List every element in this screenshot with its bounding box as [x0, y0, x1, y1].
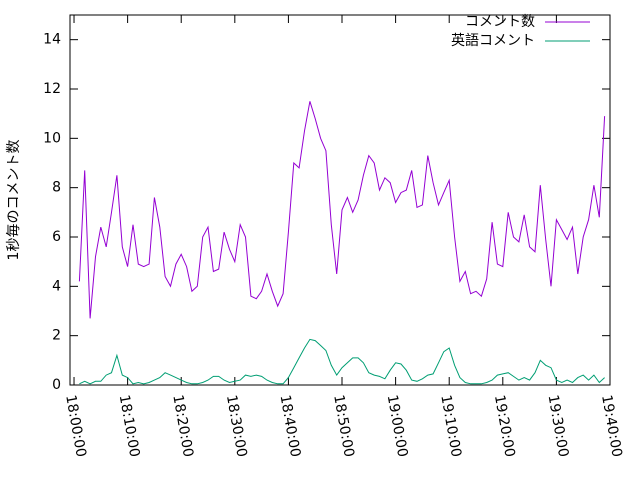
y-tick-label: 4 [52, 278, 61, 294]
x-tick-label: 18:00:00 [62, 394, 89, 459]
x-tick-label: 18:30:00 [223, 394, 250, 459]
x-tick-label: 19:40:00 [598, 394, 625, 459]
y-tick-label: 14 [43, 32, 61, 48]
y-tick-label: 2 [52, 328, 61, 344]
plot-border [69, 14, 611, 386]
x-tick-label: 18:40:00 [277, 394, 304, 459]
y-tick-label: 6 [52, 229, 61, 245]
line-series [79, 338, 605, 385]
y-tick-label: 0 [52, 377, 61, 393]
legend-label: コメント数 [465, 14, 535, 30]
line-series [78, 101, 606, 319]
y-tick-label: 8 [52, 180, 61, 196]
legend-label: 英語コメント [451, 32, 535, 49]
x-tick-label: 19:00:00 [384, 394, 411, 459]
x-tick-label: 18:10:00 [116, 394, 143, 459]
x-tick-label: 18:50:00 [330, 394, 357, 459]
x-tick-label: 19:30:00 [545, 394, 572, 459]
y-tick-label: 12 [43, 81, 61, 97]
y-axis-label: 1秒毎のコメント数 [6, 140, 22, 261]
x-tick-label: 18:20:00 [169, 394, 196, 459]
x-tick-label: 19:20:00 [491, 394, 518, 459]
y-tick-label: 10 [43, 130, 61, 146]
x-tick-label: 19:10:00 [437, 394, 464, 459]
